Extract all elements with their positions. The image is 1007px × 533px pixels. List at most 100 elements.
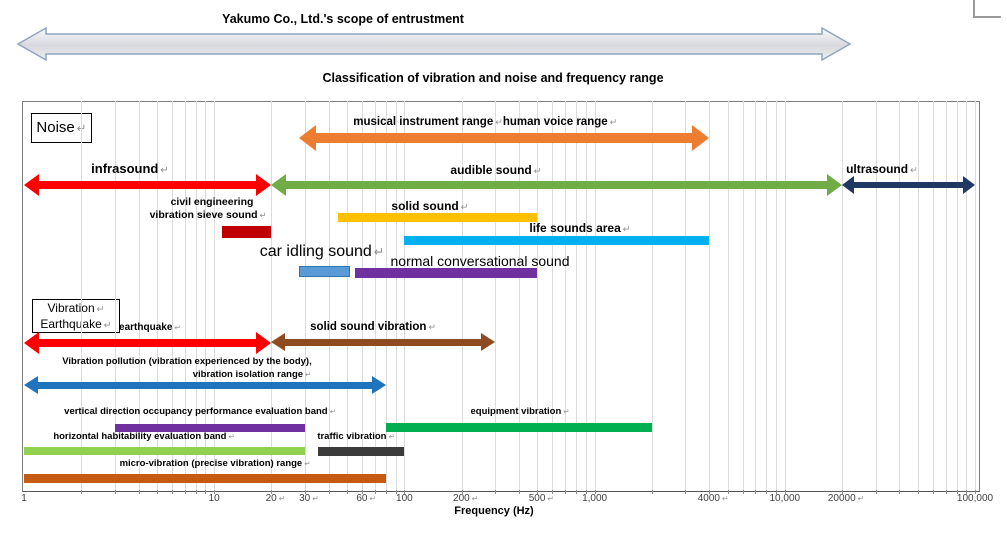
range-ultrasound-right-head <box>963 176 975 194</box>
gridline <box>651 101 653 490</box>
range-label: solid sound ↵ <box>391 199 468 213</box>
range-label-text: audible sound <box>450 163 532 177</box>
range-label: audible sound ↵ <box>450 163 541 177</box>
range-musical-human-range-left-head <box>299 125 317 151</box>
gridline <box>518 101 520 490</box>
axis-tick-label: 200 ↵ <box>453 493 478 504</box>
axis-tick <box>917 490 919 494</box>
range-earthquake-right-head <box>256 332 272 354</box>
noise-legend-label: Noise <box>36 119 75 136</box>
range-traffic-vibration <box>317 447 405 456</box>
line-break-mark: ↵ <box>622 224 631 234</box>
axis-tick-label: 10 <box>209 493 220 504</box>
axis-tick <box>755 490 757 494</box>
axis-tick-label-text: 500 <box>528 493 546 504</box>
axis-tick <box>537 490 539 494</box>
line-break-mark: ↵ <box>329 407 336 416</box>
chart-frame <box>22 101 980 492</box>
gridline <box>395 101 397 490</box>
range-vibration-pollution-isolation-range-body <box>35 382 375 389</box>
axis-tick-label-text: 100,000 <box>956 493 994 504</box>
gridline <box>956 101 958 490</box>
gridline <box>537 101 539 490</box>
axis-tick <box>495 490 497 494</box>
range-label-text: horizontal habitability evaluation band <box>53 431 227 442</box>
gridline <box>172 101 173 490</box>
range-micro-vibration-range <box>24 474 386 483</box>
range-earthquake-left-head <box>24 332 39 354</box>
axis-tick-label-text: 200 <box>453 493 470 504</box>
axis-tick <box>214 490 216 494</box>
range-label-text: equipment vibration <box>470 406 562 417</box>
axis-tick <box>899 490 901 494</box>
gridline <box>899 101 901 490</box>
gridline <box>347 101 349 490</box>
line-break-mark: ↵ <box>160 165 169 176</box>
axis-tick <box>742 490 744 494</box>
axis-tick <box>875 490 877 494</box>
range-label-text: infrasound <box>91 161 159 176</box>
axis-tick <box>195 490 197 494</box>
axis-tick <box>594 490 596 494</box>
range-label-text: solid sound vibration <box>310 321 427 333</box>
range-solid-sound-vibration-right-head <box>481 333 496 351</box>
gridline <box>495 101 497 490</box>
range-label: vibration sieve sound ↵ <box>150 209 267 221</box>
line-break-mark: ↵ <box>373 245 385 259</box>
vibration-legend-line1: Vibration ↵ <box>47 301 105 315</box>
range-label-text: vibration isolation range <box>192 369 304 380</box>
axis-tick-label-text: 1,000 <box>582 493 608 504</box>
gridline <box>917 101 919 490</box>
gridline <box>304 101 306 490</box>
line-break-mark: ↵ <box>174 323 181 332</box>
range-infrasound-left-head <box>24 174 39 196</box>
line-break-mark: ↵ <box>103 320 112 330</box>
line-break-mark: ↵ <box>471 494 479 503</box>
range-label-text: solid sound <box>391 199 459 213</box>
range-label: vibration isolation range ↵ <box>193 369 312 380</box>
vibration-legend-line2: Earthquake ↵ <box>40 317 112 331</box>
range-musical-human-range-body <box>313 133 696 143</box>
axis-tick <box>184 490 186 494</box>
x-axis-label: Frequency (Hz) <box>454 505 534 517</box>
range-ultrasound-body <box>851 182 966 188</box>
range-car-idling-sound <box>299 266 351 277</box>
axis-tick-label-text: 1 <box>21 493 27 504</box>
scope-arrow <box>16 26 852 62</box>
range-solid-sound-vibration-left-head <box>271 333 286 351</box>
gridline <box>461 101 463 490</box>
noise-legend-box: Noise↵ <box>31 113 92 143</box>
line-break-mark: ↵ <box>910 165 918 175</box>
axis-tick-label: 20 ↵ <box>266 493 286 504</box>
line-break-mark: ↵ <box>533 166 542 176</box>
gridline <box>685 101 687 490</box>
axis-tick <box>585 490 587 494</box>
range-civil-engineering-vibration-sieve-sound <box>222 226 272 238</box>
axis-tick <box>461 490 463 494</box>
axis-tick <box>709 490 711 494</box>
range-label-text: Vibration pollution (vibration experienc… <box>62 356 312 367</box>
gridline <box>966 101 968 490</box>
gridline <box>374 101 376 490</box>
range-label-text: vibration sieve sound <box>149 209 258 221</box>
line-break-mark: ↵ <box>305 370 312 379</box>
axis-tick <box>975 490 976 494</box>
range-solid-sound <box>338 213 538 222</box>
axis-tick <box>347 490 349 494</box>
range-label-text: normal conversational sound <box>390 253 570 269</box>
range-label: infrasound ↵ <box>91 161 169 176</box>
line-break-mark: ↵ <box>228 432 235 441</box>
range-label-text: vertical direction occupancy performance… <box>64 406 328 417</box>
gridline <box>552 101 554 490</box>
line-break-mark: ↵ <box>259 211 267 220</box>
gridline <box>362 101 364 490</box>
gridline <box>184 101 186 490</box>
axis-tick <box>552 490 554 494</box>
line-break-mark: ↵ <box>369 494 377 503</box>
axis-tick <box>966 490 968 494</box>
axis-tick-label: 60 ↵ <box>356 493 376 504</box>
gridline <box>766 101 768 490</box>
scope-arrow-shape <box>16 26 852 62</box>
corner-mark-horizontal <box>973 16 1001 18</box>
